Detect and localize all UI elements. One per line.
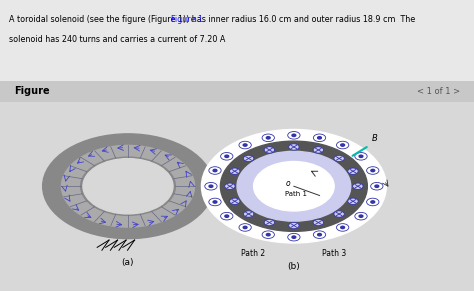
Circle shape bbox=[266, 233, 270, 236]
Circle shape bbox=[366, 167, 379, 174]
Circle shape bbox=[292, 134, 296, 136]
Circle shape bbox=[334, 155, 344, 162]
Circle shape bbox=[348, 198, 358, 205]
Text: (b): (b) bbox=[288, 262, 300, 271]
Circle shape bbox=[83, 159, 173, 214]
Text: A toroidal solenoid (see the figure (Figure 1)) has inner radius 16.0 cm and out: A toroidal solenoid (see the figure (Fig… bbox=[9, 15, 416, 24]
Circle shape bbox=[313, 134, 326, 142]
Circle shape bbox=[337, 224, 349, 231]
Circle shape bbox=[81, 157, 175, 215]
Circle shape bbox=[334, 211, 344, 217]
Circle shape bbox=[371, 182, 383, 190]
Circle shape bbox=[313, 231, 326, 238]
Circle shape bbox=[375, 185, 379, 187]
Circle shape bbox=[366, 198, 379, 206]
Circle shape bbox=[225, 155, 228, 157]
Text: Path 1: Path 1 bbox=[285, 191, 307, 196]
Circle shape bbox=[229, 198, 240, 205]
Circle shape bbox=[220, 212, 233, 220]
Text: Figure: Figure bbox=[14, 86, 50, 96]
Circle shape bbox=[239, 224, 251, 231]
Circle shape bbox=[254, 162, 334, 211]
Text: Figure 1: Figure 1 bbox=[171, 15, 203, 24]
Circle shape bbox=[264, 147, 274, 153]
Circle shape bbox=[201, 129, 386, 243]
Circle shape bbox=[355, 212, 367, 220]
Circle shape bbox=[213, 169, 217, 172]
Circle shape bbox=[289, 144, 299, 150]
Circle shape bbox=[318, 233, 321, 236]
Circle shape bbox=[62, 146, 194, 227]
Circle shape bbox=[264, 219, 274, 226]
Circle shape bbox=[209, 185, 213, 187]
Circle shape bbox=[348, 168, 358, 174]
Circle shape bbox=[353, 183, 363, 189]
Circle shape bbox=[266, 137, 270, 139]
Circle shape bbox=[292, 236, 296, 238]
Circle shape bbox=[371, 169, 374, 172]
Circle shape bbox=[225, 183, 235, 189]
Circle shape bbox=[288, 233, 300, 241]
Circle shape bbox=[355, 152, 367, 160]
Circle shape bbox=[359, 215, 363, 217]
Circle shape bbox=[225, 215, 228, 217]
Circle shape bbox=[220, 152, 233, 160]
FancyBboxPatch shape bbox=[0, 81, 474, 102]
Circle shape bbox=[43, 134, 213, 239]
Circle shape bbox=[205, 182, 217, 190]
Circle shape bbox=[209, 198, 221, 206]
Circle shape bbox=[341, 144, 345, 146]
Circle shape bbox=[239, 141, 251, 149]
Circle shape bbox=[288, 132, 300, 139]
Text: < 1 of 1 >: < 1 of 1 > bbox=[417, 87, 460, 96]
Text: Path 3: Path 3 bbox=[322, 249, 346, 258]
Text: solenoid has 240 turns and carries a current of 7.20 A: solenoid has 240 turns and carries a cur… bbox=[9, 35, 226, 44]
Text: B: B bbox=[372, 134, 377, 143]
Circle shape bbox=[243, 144, 247, 146]
Circle shape bbox=[237, 151, 351, 221]
Circle shape bbox=[229, 168, 240, 174]
Circle shape bbox=[262, 231, 274, 238]
Text: Path 2: Path 2 bbox=[241, 249, 265, 258]
Circle shape bbox=[313, 147, 324, 153]
Circle shape bbox=[244, 155, 254, 162]
Circle shape bbox=[359, 155, 363, 157]
Circle shape bbox=[243, 226, 247, 229]
Circle shape bbox=[213, 201, 217, 203]
Text: (a): (a) bbox=[122, 258, 134, 267]
FancyBboxPatch shape bbox=[0, 0, 474, 81]
Circle shape bbox=[337, 141, 349, 149]
Circle shape bbox=[262, 134, 274, 142]
Circle shape bbox=[341, 226, 345, 229]
FancyBboxPatch shape bbox=[0, 102, 474, 291]
Circle shape bbox=[318, 137, 321, 139]
Text: o: o bbox=[286, 179, 291, 188]
Circle shape bbox=[244, 211, 254, 217]
Circle shape bbox=[209, 167, 221, 174]
Circle shape bbox=[220, 141, 367, 231]
Circle shape bbox=[313, 219, 324, 226]
Circle shape bbox=[371, 201, 374, 203]
Circle shape bbox=[289, 222, 299, 229]
